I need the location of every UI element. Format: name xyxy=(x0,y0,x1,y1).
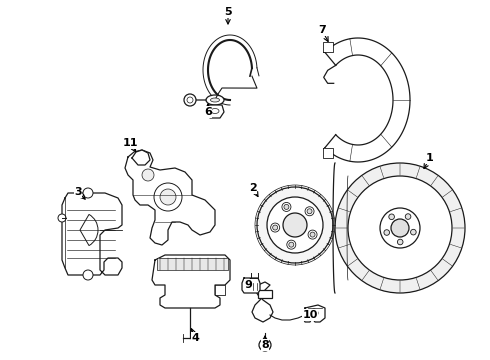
Circle shape xyxy=(160,189,176,205)
Circle shape xyxy=(307,209,312,214)
Circle shape xyxy=(405,214,411,219)
Circle shape xyxy=(305,207,314,216)
Circle shape xyxy=(310,309,318,317)
Polygon shape xyxy=(62,193,122,275)
Polygon shape xyxy=(215,285,225,295)
Polygon shape xyxy=(242,278,260,293)
Polygon shape xyxy=(157,258,228,270)
Text: 1: 1 xyxy=(426,153,434,163)
Circle shape xyxy=(283,213,307,237)
Text: 6: 6 xyxy=(204,107,212,117)
Circle shape xyxy=(289,242,294,247)
Circle shape xyxy=(335,163,465,293)
Polygon shape xyxy=(323,148,333,158)
Ellipse shape xyxy=(206,95,224,105)
Text: 8: 8 xyxy=(261,340,269,350)
Circle shape xyxy=(272,225,278,230)
Text: 4: 4 xyxy=(191,333,199,343)
Circle shape xyxy=(142,169,154,181)
Ellipse shape xyxy=(211,98,220,102)
Text: 3: 3 xyxy=(74,187,82,197)
Text: 9: 9 xyxy=(244,280,252,290)
Circle shape xyxy=(384,230,390,235)
Wedge shape xyxy=(80,215,98,246)
Circle shape xyxy=(83,188,93,198)
Circle shape xyxy=(184,94,196,106)
Circle shape xyxy=(348,176,452,280)
Text: 11: 11 xyxy=(122,138,138,148)
Circle shape xyxy=(267,197,323,253)
Circle shape xyxy=(284,204,289,210)
Polygon shape xyxy=(132,150,150,165)
Circle shape xyxy=(154,183,182,211)
Circle shape xyxy=(58,214,66,222)
Circle shape xyxy=(259,339,271,351)
Polygon shape xyxy=(303,305,325,322)
Circle shape xyxy=(257,187,333,263)
Polygon shape xyxy=(323,42,333,52)
Polygon shape xyxy=(206,105,224,118)
Circle shape xyxy=(310,232,315,237)
Text: 2: 2 xyxy=(249,183,257,193)
Polygon shape xyxy=(152,255,230,308)
Polygon shape xyxy=(125,150,215,245)
Text: 7: 7 xyxy=(318,25,326,35)
Text: 5: 5 xyxy=(224,7,232,17)
Circle shape xyxy=(83,270,93,280)
Bar xyxy=(258,290,272,298)
Circle shape xyxy=(270,223,280,232)
Circle shape xyxy=(391,219,409,237)
Circle shape xyxy=(380,208,420,248)
Circle shape xyxy=(282,202,291,211)
Circle shape xyxy=(411,229,416,235)
Circle shape xyxy=(308,230,317,239)
Text: 10: 10 xyxy=(302,310,318,320)
Circle shape xyxy=(287,240,296,249)
Circle shape xyxy=(397,239,403,245)
Circle shape xyxy=(389,214,394,220)
